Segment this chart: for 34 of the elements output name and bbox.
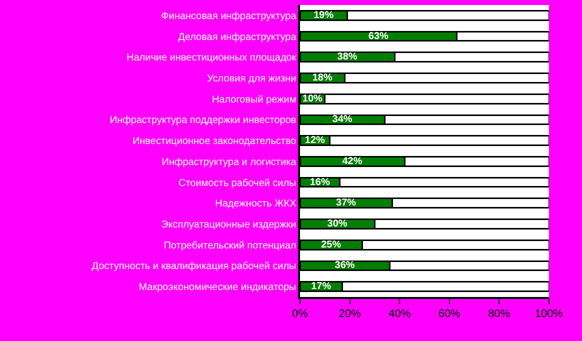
y-tick-label: Макроэкономические индикаторы <box>138 282 296 294</box>
data-label: 19% <box>314 10 334 21</box>
data-label: 10% <box>302 93 323 104</box>
y-tick-label: Эксплуатационные издержки <box>161 220 296 230</box>
y-tick-label: Инфраструктура и логистика <box>162 156 297 168</box>
data-label: 37% <box>336 198 356 209</box>
x-tick-label: 40% <box>388 308 411 320</box>
data-label: 17% <box>311 281 332 292</box>
x-tick-label: 60% <box>438 308 461 320</box>
x-tick-label: 0% <box>292 308 308 320</box>
data-label: 34% <box>332 114 352 126</box>
y-tick-label: Финансовая инфраструктура <box>161 10 297 22</box>
data-label: 42% <box>342 156 362 167</box>
y-tick-label: Деловая инфраструктура <box>178 32 297 43</box>
y-tick-label: Надежность ЖКХ <box>215 198 297 210</box>
data-label: 36% <box>334 260 355 272</box>
data-label: 63% <box>368 30 388 42</box>
data-label: 30% <box>327 218 348 230</box>
data-label: 16% <box>310 176 330 188</box>
y-tick-label: Условия для жизни <box>207 74 296 84</box>
data-label: 25% <box>321 239 342 250</box>
data-label: 18% <box>312 72 332 84</box>
y-tick-label: Потребительский потенциал <box>164 240 296 252</box>
y-tick-label: Наличие инвестиционных площадок <box>126 52 297 64</box>
data-label: 12% <box>304 135 325 146</box>
x-tick-label: 100% <box>534 308 564 320</box>
x-tick-label: 80% <box>488 308 510 320</box>
y-tick-label: Инвестиционное законодательство <box>132 136 297 148</box>
y-tick-label: Доступность и квалификация рабочей силы <box>92 261 296 272</box>
x-tick-label: 20% <box>338 308 362 320</box>
data-label: 38% <box>337 52 358 63</box>
y-tick-label: Стоимость рабочей силы <box>178 178 296 189</box>
y-tick-label: Налоговый режим <box>212 94 296 106</box>
y-tick-label: Инфраструктура поддержки инвесторов <box>110 115 296 126</box>
